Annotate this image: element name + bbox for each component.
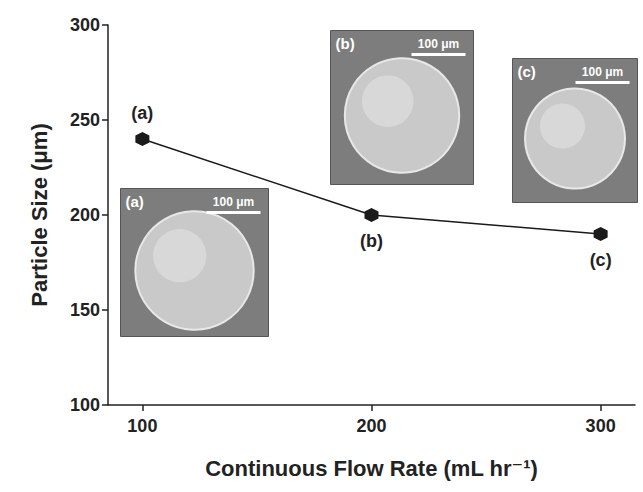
svg-text:150: 150	[70, 300, 100, 320]
svg-text:(b): (b)	[360, 231, 383, 251]
svg-text:200: 200	[356, 416, 386, 436]
svg-text:100: 100	[127, 416, 157, 436]
svg-text:Continuous Flow Rate (mL hr⁻¹): Continuous Flow Rate (mL hr⁻¹)	[205, 456, 538, 481]
svg-text:Particle Size (μm): Particle Size (μm)	[27, 123, 52, 306]
svg-text:100 μm: 100 μm	[213, 195, 254, 209]
svg-text:300: 300	[586, 416, 616, 436]
svg-text:(c): (c)	[590, 250, 612, 270]
svg-text:(b): (b)	[336, 35, 355, 52]
svg-text:100: 100	[70, 395, 100, 415]
svg-text:250: 250	[70, 110, 100, 130]
svg-text:100 μm: 100 μm	[418, 37, 459, 51]
svg-text:(a): (a)	[126, 193, 144, 210]
svg-text:200: 200	[70, 205, 100, 225]
svg-text:(c): (c)	[518, 63, 536, 80]
svg-text:(a): (a)	[131, 103, 153, 123]
svg-text:100 μm: 100 μm	[582, 65, 623, 79]
svg-text:300: 300	[70, 15, 100, 35]
